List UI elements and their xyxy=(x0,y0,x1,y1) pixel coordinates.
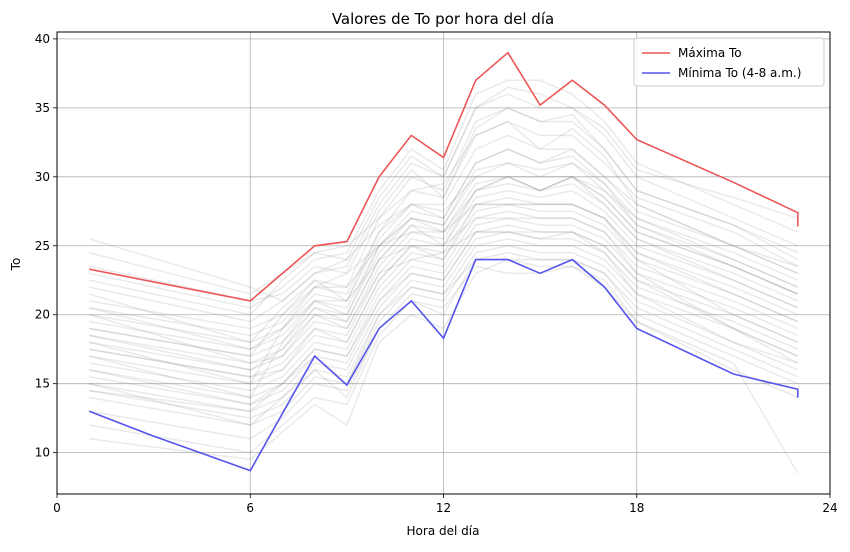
background-series-line xyxy=(89,238,799,426)
axis-ticks: 0 6 12 18 24 10 15 20 25 30 35 40 xyxy=(35,32,838,515)
background-series-line xyxy=(88,148,799,344)
background-series-line xyxy=(89,245,799,440)
background-series-line xyxy=(89,107,799,330)
y-tick-label: 35 xyxy=(35,101,50,115)
background-series-line xyxy=(89,258,799,406)
background-series-line xyxy=(89,120,799,295)
background-series-line xyxy=(89,120,799,337)
y-axis-label: To xyxy=(9,258,23,272)
background-series-line xyxy=(89,224,799,413)
x-tick-label: 6 xyxy=(246,501,254,515)
background-series-line xyxy=(89,93,799,323)
legend: Máxima To Mínima To (4-8 a.m.) xyxy=(633,37,825,87)
background-series-line xyxy=(89,231,799,413)
series-line xyxy=(89,51,799,302)
legend-label: Máxima To xyxy=(678,46,742,60)
x-tick-label: 0 xyxy=(53,501,61,515)
background-series-line xyxy=(88,231,799,364)
legend-label: Mínima To (4-8 a.m.) xyxy=(678,66,801,80)
background-series-line xyxy=(89,196,799,385)
background-series-line xyxy=(89,203,799,378)
y-tick-label: 20 xyxy=(35,308,50,322)
y-tick-label: 30 xyxy=(35,170,50,184)
background-series-line xyxy=(89,175,799,371)
background-series-line xyxy=(89,175,799,357)
y-tick-label: 10 xyxy=(35,446,50,460)
chart-title: Valores de To por hora del día xyxy=(332,10,554,28)
background-series-line xyxy=(89,176,799,364)
background-series-line xyxy=(89,251,799,454)
background-series-line xyxy=(89,210,799,399)
y-tick-label: 25 xyxy=(35,239,50,253)
background-lines xyxy=(88,79,799,474)
series-lines xyxy=(88,51,799,472)
grid xyxy=(56,32,831,494)
background-series-line xyxy=(89,162,799,351)
background-series-line xyxy=(89,182,799,371)
legend-box xyxy=(633,37,825,87)
y-tick-label: 15 xyxy=(35,377,50,391)
background-series-line xyxy=(89,189,799,378)
x-tick-label: 12 xyxy=(436,501,451,515)
x-tick-label: 24 xyxy=(822,501,837,515)
background-series-line xyxy=(89,217,799,406)
background-series-line xyxy=(89,203,799,392)
series-line xyxy=(88,258,799,472)
background-series-line xyxy=(89,203,799,385)
background-series-line xyxy=(88,175,799,302)
background-series-line xyxy=(89,231,799,419)
x-axis-label: Hora del día xyxy=(407,524,480,538)
background-series-line xyxy=(89,86,799,316)
background-series-line xyxy=(89,79,799,309)
background-series-line xyxy=(89,134,799,344)
x-tick-label: 18 xyxy=(629,501,644,515)
y-tick-label: 40 xyxy=(35,32,50,46)
background-series-line xyxy=(89,162,799,357)
background-series-line xyxy=(89,217,799,399)
background-series-line xyxy=(89,148,799,350)
background-series-line xyxy=(89,107,799,302)
